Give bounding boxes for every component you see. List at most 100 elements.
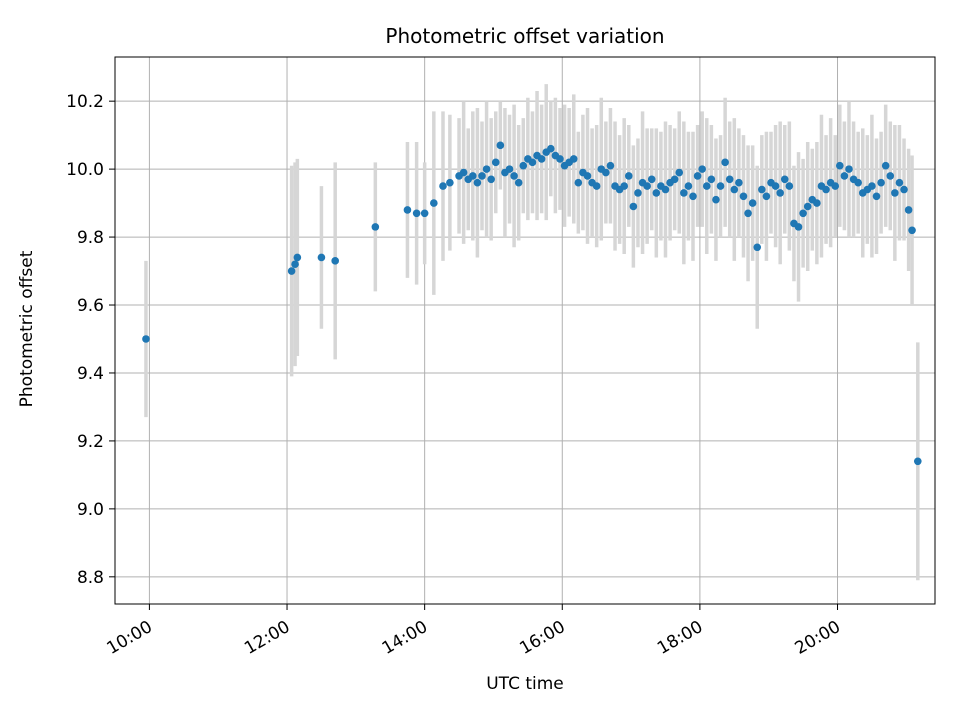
- data-point: [469, 172, 477, 180]
- data-point: [505, 165, 514, 173]
- data-point: [514, 178, 523, 187]
- y-tick-label: 8.8: [77, 568, 104, 588]
- data-point: [287, 267, 296, 275]
- data-point: [491, 158, 500, 167]
- data-point: [142, 335, 150, 343]
- data-point: [412, 209, 421, 218]
- data-point: [583, 172, 592, 180]
- data-point: [753, 243, 762, 252]
- data-point: [675, 168, 684, 177]
- data-point: [845, 165, 853, 173]
- data-point: [891, 189, 899, 197]
- data-point: [652, 189, 661, 197]
- data-point: [908, 226, 916, 235]
- data-point: [420, 209, 429, 218]
- data-point: [629, 202, 638, 211]
- x-tick-label: 10:00: [103, 617, 155, 659]
- data-point: [799, 209, 807, 218]
- data-point: [371, 223, 380, 231]
- data-point: [776, 189, 784, 197]
- data-point: [689, 192, 697, 201]
- y-tick-label: 9.8: [77, 228, 104, 248]
- axes-spines: [114, 56, 936, 605]
- data-point: [721, 158, 729, 167]
- data-point: [725, 175, 734, 184]
- data-point: [735, 178, 743, 187]
- data-point: [886, 172, 895, 180]
- data-point: [813, 199, 821, 207]
- data-point: [643, 182, 651, 190]
- data-point: [482, 165, 491, 173]
- x-tick-label: 20:00: [792, 617, 844, 659]
- data-point: [785, 182, 794, 190]
- data-point: [574, 178, 583, 187]
- data-point: [748, 199, 757, 207]
- data-point: [606, 161, 615, 170]
- data-point: [913, 457, 922, 466]
- data-point: [904, 206, 913, 214]
- data-point: [771, 182, 780, 190]
- data-point: [403, 206, 412, 214]
- data-point: [446, 178, 454, 187]
- data-point: [620, 182, 629, 190]
- data-point: [794, 223, 803, 231]
- data-point: [680, 189, 688, 197]
- data-point: [293, 253, 302, 262]
- y-tick-label: 9.6: [77, 296, 104, 316]
- data-point: [670, 175, 679, 184]
- data-point: [716, 182, 725, 190]
- y-tick-label: 9.2: [77, 432, 104, 452]
- data-point: [519, 161, 528, 170]
- data-point: [602, 168, 610, 177]
- x-tick-label: 12:00: [241, 617, 293, 659]
- data-point: [762, 192, 771, 201]
- data-point: [624, 172, 633, 180]
- chart-title: Photometric offset variation: [385, 24, 665, 48]
- data-point: [712, 195, 720, 204]
- data-point: [430, 199, 438, 207]
- y-tick-label: 10.2: [66, 92, 104, 112]
- data-point: [877, 178, 885, 187]
- x-tick-label: 14:00: [379, 617, 431, 659]
- data-point: [439, 182, 447, 190]
- data-point: [291, 260, 299, 269]
- data-point: [698, 165, 706, 173]
- data-point: [661, 185, 670, 194]
- data-point: [707, 175, 716, 184]
- data-point: [881, 161, 890, 170]
- y-tick-label: 10.0: [66, 160, 104, 180]
- data-point: [331, 257, 339, 265]
- data-point: [634, 189, 642, 197]
- data-point: [459, 168, 468, 177]
- data-point: [592, 182, 601, 190]
- data-point: [900, 185, 908, 194]
- data-point: [510, 172, 518, 180]
- data-point: [693, 172, 702, 180]
- data-point: [569, 155, 578, 163]
- data-point: [780, 175, 789, 184]
- y-tick-label: 9.0: [77, 500, 104, 520]
- y-tick-label: 9.4: [77, 364, 104, 384]
- data-point: [702, 182, 711, 190]
- data-point: [868, 182, 876, 190]
- data-point: [547, 144, 555, 153]
- data-point: [744, 209, 752, 218]
- y-axis-label: Photometric offset: [17, 250, 37, 408]
- data-point: [684, 182, 693, 190]
- data-point: [840, 172, 849, 180]
- data-point: [836, 161, 844, 170]
- data-point: [822, 185, 830, 194]
- data-point: [831, 182, 840, 190]
- data-point: [473, 178, 482, 187]
- data-point: [803, 202, 812, 211]
- data-point: [895, 178, 904, 187]
- data-point: [872, 192, 881, 201]
- x-tick-label: 18:00: [654, 617, 706, 659]
- data-point: [739, 192, 748, 201]
- data-point: [487, 175, 495, 184]
- data-point: [478, 172, 486, 180]
- data-point: [528, 158, 537, 167]
- data-point: [317, 253, 326, 262]
- x-axis-label: UTC time: [486, 674, 564, 694]
